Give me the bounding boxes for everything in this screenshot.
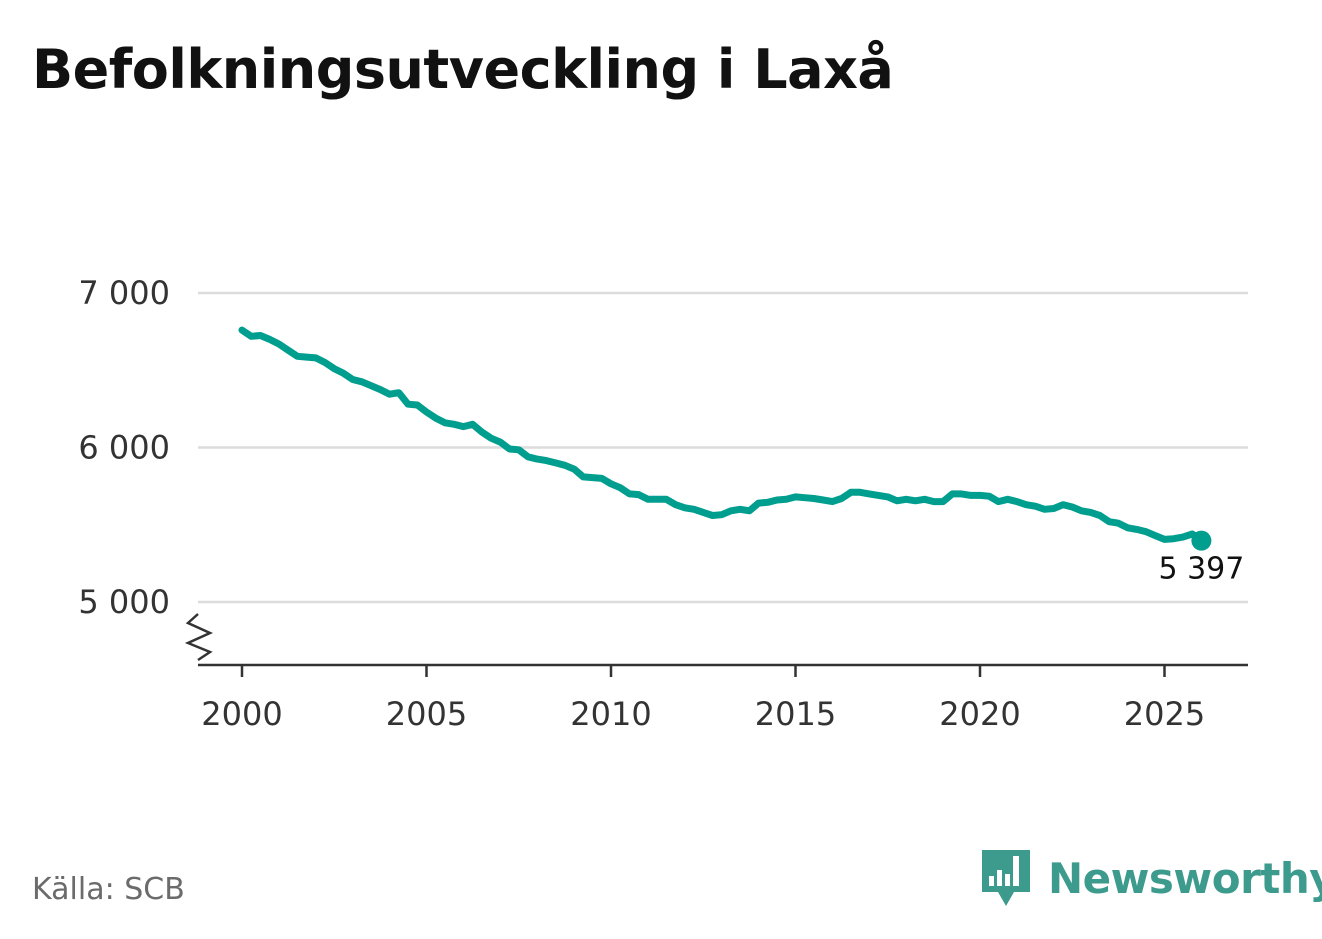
gridlines xyxy=(198,291,1248,604)
chart-title: Befolkningsutveckling i Laxå xyxy=(32,38,894,101)
labels: 7 000 6 000 5 000 2000 2005 2010 2015 2020 2025 5… xyxy=(78,274,1244,733)
x-tick-label: 2020 xyxy=(939,695,1020,733)
end-point-marker xyxy=(1191,530,1212,551)
end-value-label: 5 397 xyxy=(1158,552,1244,587)
newsworthy-logo-icon xyxy=(982,850,1030,906)
brand-name: Newsworthy xyxy=(1048,853,1322,903)
y-tick-label: 5 000 xyxy=(78,583,170,621)
x-tick-label: 2025 xyxy=(1124,695,1205,733)
x-tick-label: 2015 xyxy=(755,695,836,733)
source-text: Källa: SCB xyxy=(32,872,185,907)
series-layer xyxy=(238,326,1212,551)
axis-break-icon xyxy=(184,613,214,662)
series-line-befolkning xyxy=(238,326,1205,545)
y-tick-label: 6 000 xyxy=(78,429,170,467)
x-tick-label: 2010 xyxy=(570,695,651,733)
x-tick-label: 2005 xyxy=(386,695,467,733)
brand[interactable]: Newsworthy xyxy=(980,848,1322,908)
y-tick-label: 7 000 xyxy=(78,274,170,312)
axes xyxy=(184,613,1248,677)
x-tick-label: 2000 xyxy=(201,695,282,733)
